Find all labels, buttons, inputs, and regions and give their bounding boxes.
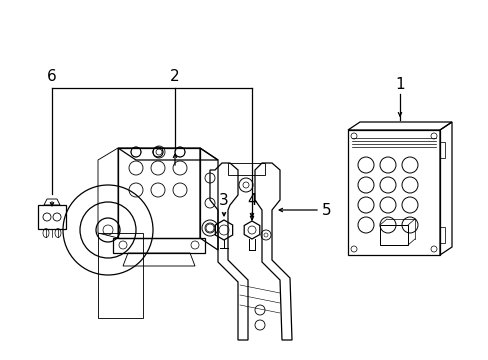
Text: 1: 1 [394, 77, 404, 92]
Text: 5: 5 [321, 202, 331, 217]
Text: 6: 6 [47, 69, 57, 84]
Text: 3: 3 [219, 193, 228, 208]
Text: 2: 2 [170, 69, 180, 84]
Text: 4: 4 [246, 193, 256, 208]
